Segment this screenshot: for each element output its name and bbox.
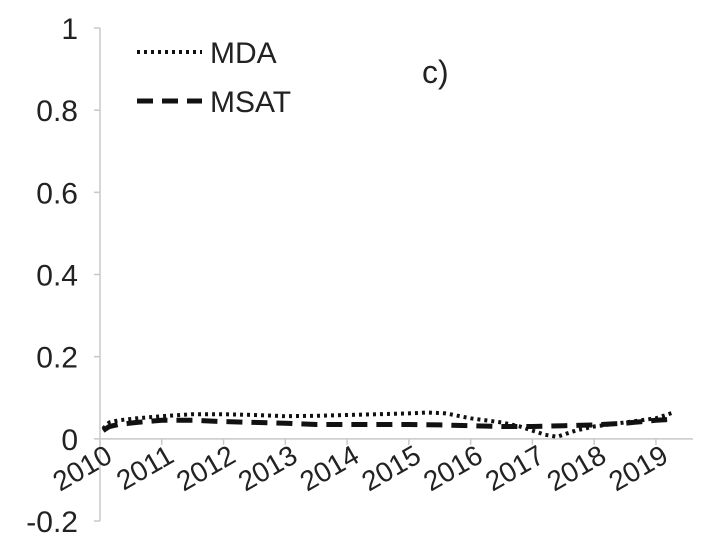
y-tick-label: -0.2 — [26, 506, 78, 539]
series-layer — [101, 410, 676, 439]
x-tick-label: 2015 — [356, 439, 425, 497]
x-tick-label: 2013 — [233, 439, 302, 497]
y-tick-label: 1 — [61, 13, 78, 46]
y-tick-label: 0 — [61, 424, 78, 457]
x-tick-label: 2017 — [480, 439, 549, 497]
y-axis: 1 0.8 0.6 0.4 0.2 0 -0.2 — [26, 13, 101, 539]
x-tick-label: 2014 — [295, 439, 364, 497]
x-tick-label: 2012 — [171, 439, 240, 497]
x-tick-label: 2010 — [48, 439, 117, 497]
y-tick-label: 0.8 — [36, 95, 78, 128]
y-tick-label: 0.4 — [36, 260, 78, 293]
legend-label-msat: MSAT — [210, 86, 291, 119]
x-tick-label: 2011 — [111, 439, 179, 496]
y-tick-label: 0.2 — [36, 342, 78, 375]
y-tick-label: 0.6 — [36, 177, 78, 210]
panel-label: c) — [422, 54, 449, 90]
series-line-mda — [101, 410, 676, 439]
x-tick-label: 2016 — [418, 439, 487, 497]
legend: MDA MSAT — [137, 37, 291, 119]
series-line-msat — [101, 416, 675, 433]
x-tick-label: 2019 — [603, 439, 672, 497]
x-tick-label: 2018 — [542, 439, 611, 497]
legend-label-mda: MDA — [210, 37, 277, 70]
